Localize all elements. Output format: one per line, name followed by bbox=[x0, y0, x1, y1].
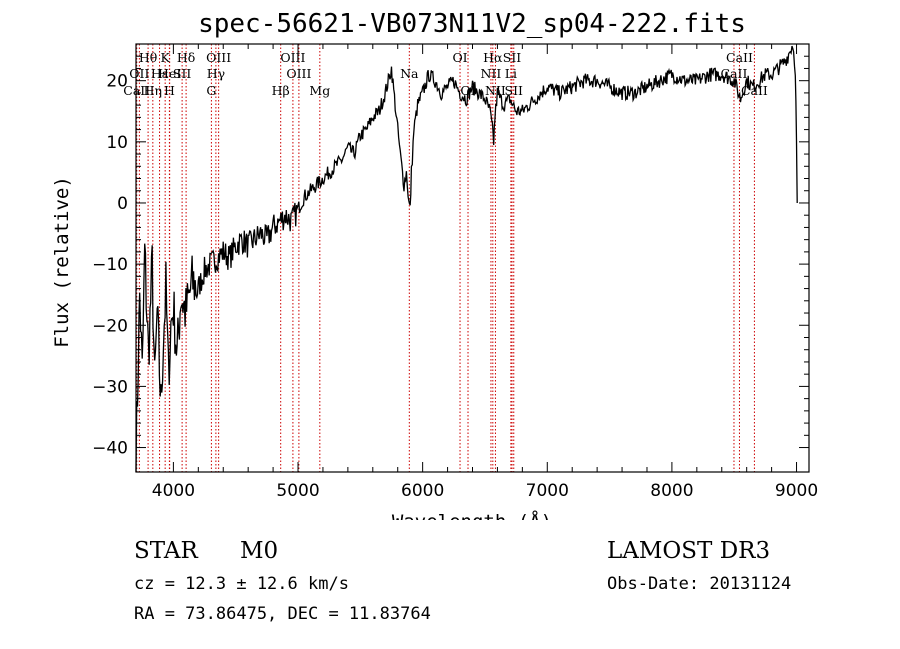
line-marker-label-15: Hβ bbox=[272, 83, 290, 98]
subclass: M0 bbox=[240, 538, 279, 564]
object-class: STAR bbox=[134, 538, 198, 564]
line-marker-label-24: Li bbox=[505, 66, 517, 81]
line-marker-label-3: Hε bbox=[151, 66, 168, 81]
x-tick-label: 9000 bbox=[775, 481, 818, 501]
line-marker-label-2: CaII bbox=[123, 83, 150, 98]
line-marker-label-16: Mg bbox=[309, 83, 330, 98]
y-tick-label: −40 bbox=[92, 439, 128, 459]
x-axis-ticks: 4000 5000 6000 7000 8000 9000 bbox=[152, 44, 818, 501]
line-marker-label-20: Hα bbox=[483, 50, 503, 65]
line-marker-label-4: Hη bbox=[144, 83, 162, 98]
line-marker-label-22: NII bbox=[485, 83, 506, 98]
line-marker-label-25: SII bbox=[505, 83, 524, 98]
y-tick-label: 10 bbox=[106, 133, 128, 153]
y-tick-label: −20 bbox=[92, 316, 128, 336]
line-marker-label-0: Hθ bbox=[139, 50, 157, 65]
y-tick-label: 0 bbox=[117, 194, 128, 214]
line-marker-label-17: Na bbox=[400, 66, 419, 81]
line-marker-label-7: H bbox=[164, 83, 175, 98]
y-tick-label: 20 bbox=[106, 72, 128, 92]
line-marker-label-11: Hγ bbox=[207, 66, 225, 81]
coordinates: RA = 73.86475, DEC = 11.83764 bbox=[134, 604, 431, 624]
flux-series-line bbox=[135, 45, 798, 473]
chart-title: spec-56621-VB073N11V2_sp04-222.fits bbox=[198, 9, 746, 39]
plot-frame bbox=[135, 43, 810, 473]
y-tick-label: −30 bbox=[92, 377, 128, 397]
line-marker-label-9: Hδ bbox=[177, 50, 195, 65]
x-tick-label: 4000 bbox=[152, 481, 195, 501]
line-marker-label-14: OIII bbox=[286, 66, 311, 81]
line-markers bbox=[136, 44, 755, 472]
line-marker-label-26: CaII bbox=[726, 50, 753, 65]
line-marker-label-1: OII bbox=[129, 66, 149, 81]
x-axis-label: Wavelength (Å) bbox=[392, 510, 552, 520]
x-tick-label: 7000 bbox=[526, 481, 569, 501]
y-axis-label: Flux (relative) bbox=[51, 176, 73, 348]
obs-date: Obs-Date: 20131124 bbox=[607, 574, 792, 594]
redshift-cz: cz = 12.3 ± 12.6 km/s bbox=[134, 574, 349, 594]
line-marker-label-18: OI bbox=[452, 50, 467, 65]
line-marker-label-12: G bbox=[206, 83, 216, 98]
survey-name: LAMOST DR3 bbox=[607, 538, 771, 564]
line-marker-label-5: K bbox=[160, 50, 170, 65]
line-marker-label-10: OIII bbox=[206, 50, 231, 65]
line-marker-label-6: HeI bbox=[158, 66, 181, 81]
line-marker-label-8: SII bbox=[173, 66, 192, 81]
line-marker-label-21: NII bbox=[481, 66, 502, 81]
y-tick-label: −10 bbox=[92, 255, 128, 275]
x-tick-label: 8000 bbox=[650, 481, 693, 501]
line-marker-label-13: OIII bbox=[280, 50, 305, 65]
line-marker-label-23: SII bbox=[503, 50, 522, 65]
spectrum-chart: spec-56621-VB073N11V2_sp04-222.fits HθOI… bbox=[51, 9, 818, 520]
y-axis-ticks: −40 −30 −20 −10 0 10 20 bbox=[92, 55, 809, 459]
x-tick-label: 5000 bbox=[276, 481, 319, 501]
x-tick-label: 6000 bbox=[401, 481, 444, 501]
